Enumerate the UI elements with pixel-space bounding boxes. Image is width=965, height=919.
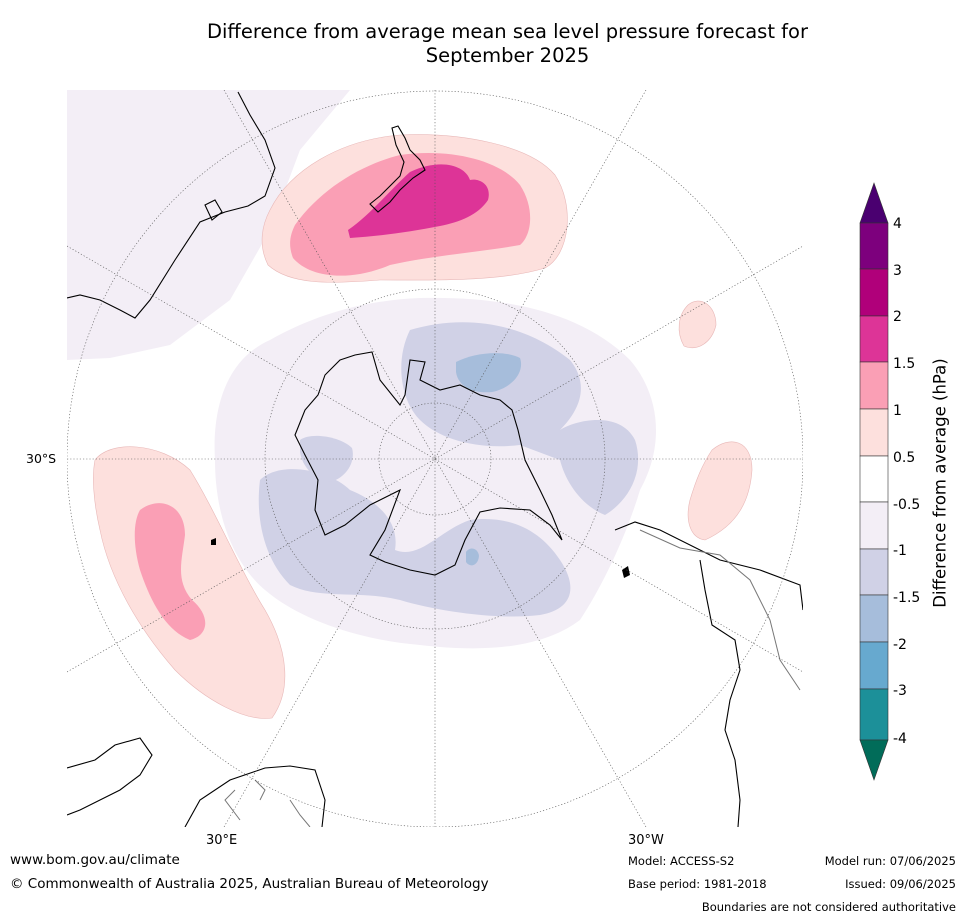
colorbar-band-3-4 [859, 222, 889, 270]
anomaly-region-neg-1.5-2-a [456, 353, 522, 393]
colorbar-tick-1: 1 [893, 403, 902, 419]
colorbar-extend-bottom [859, 739, 889, 781]
colorbar-tick-neg-3: -3 [893, 683, 907, 699]
colorbar-band-neg-2-3 [859, 641, 889, 690]
colorbar-band-neutral [859, 455, 889, 503]
tasmania-coastline [204, 199, 223, 221]
graticule-label-30e: 30°E [206, 833, 238, 848]
colorbar-extend-top [859, 182, 889, 224]
colorbar-tick-neg-0.5: -0.5 [893, 497, 921, 513]
colorbar-tick-0.5: 0.5 [893, 450, 916, 466]
colorbar-tick-3: 3 [893, 263, 902, 279]
colorbar-band-1.5-2 [859, 315, 889, 363]
footer-issued: Issued: 09/06/2025 [845, 877, 956, 891]
colorbar-tick-4: 4 [893, 216, 902, 232]
footer-url[interactable]: www.bom.gov.au/climate [10, 852, 180, 868]
anomaly-region-pos-0.5-1-east-large [687, 441, 753, 541]
island-marion [211, 538, 216, 545]
title-line-2: September 2025 [425, 44, 590, 67]
anomaly-region-pos-1-1.5-atlantic [134, 503, 206, 640]
australia-coastline [67, 91, 276, 319]
island-falkland [622, 566, 630, 578]
colorbar-tick-1.5: 1.5 [893, 356, 916, 372]
colorbar-band-neg-0.5-1 [859, 501, 889, 550]
chart-title: Difference from average mean sea level p… [60, 20, 955, 68]
footer-copyright: © Commonwealth of Australia 2025, Austra… [10, 876, 489, 892]
colorbar-band-neg-1-1.5 [859, 548, 889, 596]
anomaly-region-neg-0.5-1-upper-left [67, 90, 350, 360]
colorbar-band-neg-3-4 [859, 688, 889, 741]
anomaly-region-pos-0.5-1-east-small [678, 300, 717, 348]
south-america-coastline [614, 521, 803, 827]
africa-coastline [67, 737, 326, 827]
anomaly-region-neg-1.5-2-b [466, 548, 479, 566]
footer-disclaimer: Boundaries are not considered authoritat… [701, 900, 956, 914]
title-line-1: Difference from average mean sea level p… [207, 20, 808, 43]
colorbar-tick-neg-4: -4 [893, 731, 907, 747]
colorbar-tick-neg-1.5: -1.5 [893, 590, 921, 606]
graticule-label-30w: 30°W [628, 833, 664, 848]
graticule-label-30s: 30°S [26, 451, 57, 466]
colorbar-band-0.5-1 [859, 408, 889, 457]
colorbar-band-2-3 [859, 268, 889, 317]
footer-model-run: Model run: 07/06/2025 [824, 854, 956, 868]
anomaly-region-neg-1-1.5-south [258, 469, 571, 617]
colorbar-tick-2: 2 [893, 309, 902, 325]
colorbar-tick-neg-2: -2 [893, 637, 907, 653]
antarctica-coastline [294, 351, 563, 576]
new-zealand-coastline [369, 125, 426, 213]
colorbar-band-1-1.5 [859, 361, 889, 410]
colorbar-label: Difference from average (hPa) [930, 358, 950, 608]
africa-border [224, 779, 311, 827]
colorbar-band-neg-1.5-2 [859, 594, 889, 643]
colorbar [859, 182, 889, 781]
anomaly-region-pos-1.5-2-nz [348, 164, 489, 238]
colorbar-tick-neg-1: -1 [893, 543, 907, 559]
footer-model: Model: ACCESS-S2 [628, 854, 735, 868]
footer-base-period: Base period: 1981-2018 [628, 877, 767, 891]
south-america-border [639, 529, 801, 691]
graticule [67, 90, 803, 827]
